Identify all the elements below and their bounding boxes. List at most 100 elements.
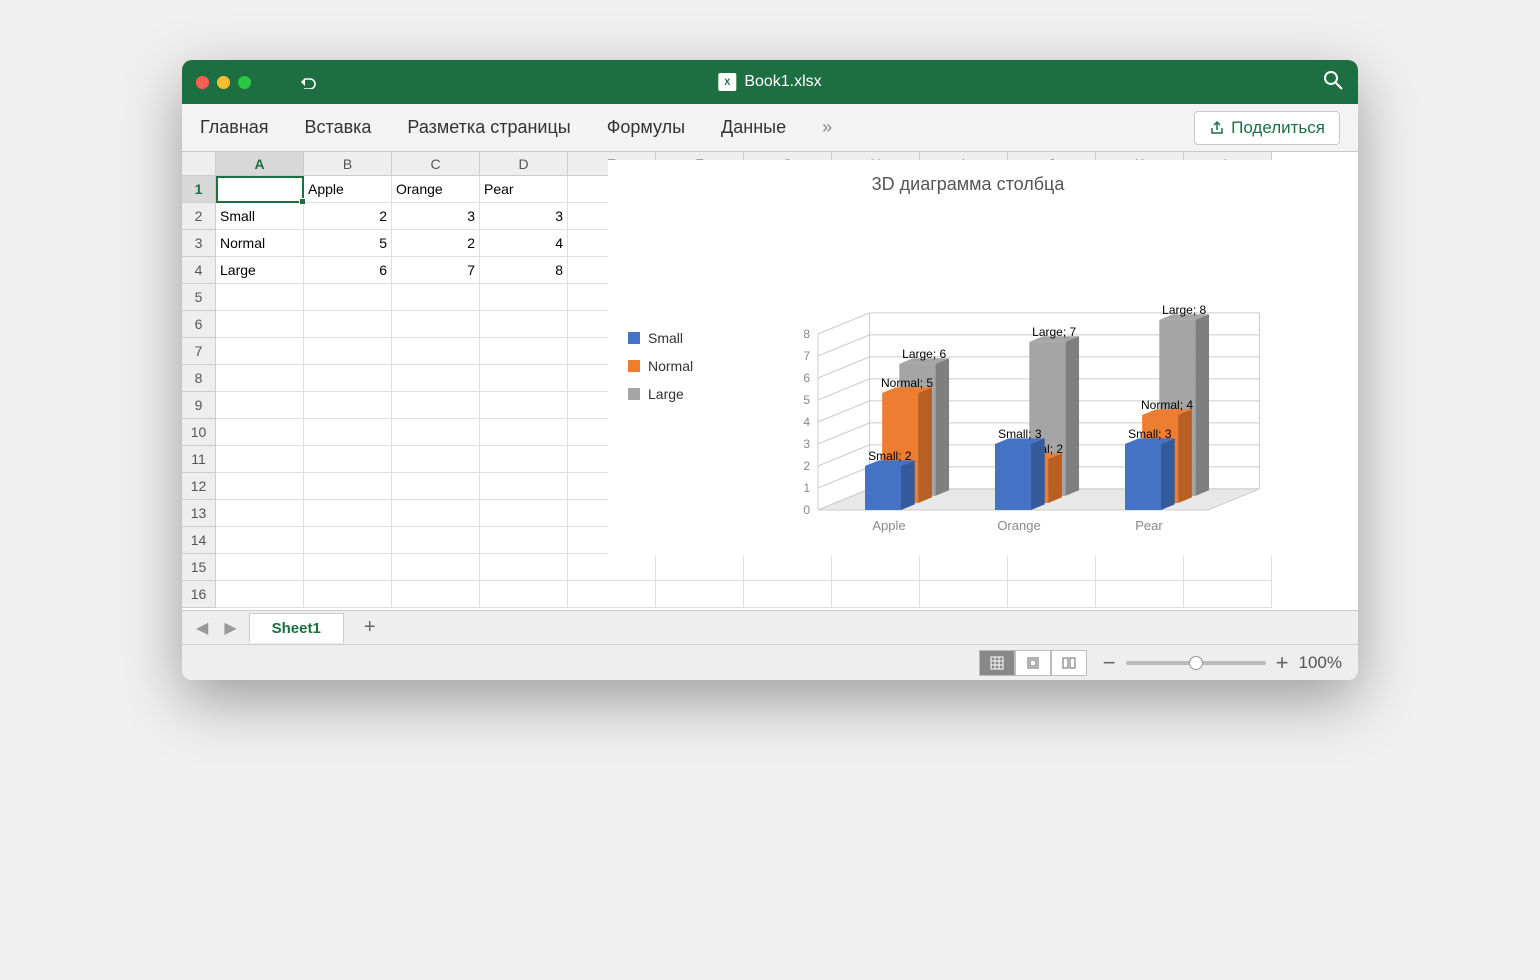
cell-A16[interactable]	[216, 581, 304, 608]
column-header-B[interactable]: B	[304, 152, 392, 176]
row-header-4[interactable]: 4	[182, 257, 216, 284]
cell-H16[interactable]	[832, 581, 920, 608]
cell-D8[interactable]	[480, 365, 568, 392]
cell-K15[interactable]	[1096, 554, 1184, 581]
cell-G15[interactable]	[744, 554, 832, 581]
cell-D1[interactable]: Pear	[480, 176, 568, 203]
column-header-A[interactable]: A	[216, 152, 304, 176]
cell-B8[interactable]	[304, 365, 392, 392]
sheet-nav-prev[interactable]: ◀	[192, 618, 212, 638]
cell-B15[interactable]	[304, 554, 392, 581]
cell-B10[interactable]	[304, 419, 392, 446]
row-header-10[interactable]: 10	[182, 419, 216, 446]
cell-B7[interactable]	[304, 338, 392, 365]
cell-C7[interactable]	[392, 338, 480, 365]
row-header-15[interactable]: 15	[182, 554, 216, 581]
fullscreen-icon[interactable]	[238, 76, 251, 89]
minimize-icon[interactable]	[217, 76, 230, 89]
cell-J16[interactable]	[1008, 581, 1096, 608]
cell-C10[interactable]	[392, 419, 480, 446]
add-sheet-button[interactable]: +	[352, 612, 388, 643]
cell-A10[interactable]	[216, 419, 304, 446]
cell-A14[interactable]	[216, 527, 304, 554]
cell-D9[interactable]	[480, 392, 568, 419]
select-all-corner[interactable]	[182, 152, 216, 176]
cell-C6[interactable]	[392, 311, 480, 338]
view-normal-button[interactable]	[979, 650, 1015, 676]
search-button[interactable]	[1322, 69, 1344, 96]
cell-A3[interactable]: Normal	[216, 230, 304, 257]
cell-L16[interactable]	[1184, 581, 1272, 608]
cell-D16[interactable]	[480, 581, 568, 608]
cell-F16[interactable]	[656, 581, 744, 608]
cell-D14[interactable]	[480, 527, 568, 554]
zoom-percent[interactable]: 100%	[1299, 653, 1342, 673]
cell-A4[interactable]: Large	[216, 257, 304, 284]
zoom-slider[interactable]	[1126, 661, 1266, 665]
cell-C5[interactable]	[392, 284, 480, 311]
row-header-3[interactable]: 3	[182, 230, 216, 257]
column-header-D[interactable]: D	[480, 152, 568, 176]
zoom-in-button[interactable]: +	[1276, 650, 1289, 676]
cell-C15[interactable]	[392, 554, 480, 581]
row-header-13[interactable]: 13	[182, 500, 216, 527]
cell-D4[interactable]: 8	[480, 257, 568, 284]
cell-A9[interactable]	[216, 392, 304, 419]
cell-A15[interactable]	[216, 554, 304, 581]
sheet-nav-next[interactable]: ▶	[220, 618, 240, 638]
cell-C11[interactable]	[392, 446, 480, 473]
cell-C13[interactable]	[392, 500, 480, 527]
zoom-out-button[interactable]: −	[1103, 650, 1116, 676]
cell-D5[interactable]	[480, 284, 568, 311]
cell-B2[interactable]: 2	[304, 203, 392, 230]
cell-C9[interactable]	[392, 392, 480, 419]
close-icon[interactable]	[196, 76, 209, 89]
share-button[interactable]: Поделиться	[1194, 111, 1340, 145]
cell-B1[interactable]: Apple	[304, 176, 392, 203]
tab-home[interactable]: Главная	[200, 117, 269, 138]
cell-A6[interactable]	[216, 311, 304, 338]
cell-C4[interactable]: 7	[392, 257, 480, 284]
cell-C12[interactable]	[392, 473, 480, 500]
cell-B13[interactable]	[304, 500, 392, 527]
cell-B3[interactable]: 5	[304, 230, 392, 257]
row-header-8[interactable]: 8	[182, 365, 216, 392]
cell-B16[interactable]	[304, 581, 392, 608]
row-header-12[interactable]: 12	[182, 473, 216, 500]
cell-A5[interactable]	[216, 284, 304, 311]
row-header-9[interactable]: 9	[182, 392, 216, 419]
cell-A12[interactable]	[216, 473, 304, 500]
cell-C3[interactable]: 2	[392, 230, 480, 257]
cell-D2[interactable]: 3	[480, 203, 568, 230]
cell-B14[interactable]	[304, 527, 392, 554]
cell-C2[interactable]: 3	[392, 203, 480, 230]
view-page-break-button[interactable]	[1051, 650, 1087, 676]
cell-D13[interactable]	[480, 500, 568, 527]
cell-A1[interactable]	[216, 176, 304, 203]
row-header-6[interactable]: 6	[182, 311, 216, 338]
row-header-7[interactable]: 7	[182, 338, 216, 365]
ribbon-more-icon[interactable]: »	[822, 117, 832, 138]
tab-insert[interactable]: Вставка	[305, 117, 372, 138]
view-page-layout-button[interactable]	[1015, 650, 1051, 676]
row-header-2[interactable]: 2	[182, 203, 216, 230]
spreadsheet-grid[interactable]: ABCDEFGHIJKL 12345678910111213141516 App…	[182, 152, 1358, 610]
column-header-C[interactable]: C	[392, 152, 480, 176]
cell-L15[interactable]	[1184, 554, 1272, 581]
cell-D10[interactable]	[480, 419, 568, 446]
cell-B11[interactable]	[304, 446, 392, 473]
row-header-16[interactable]: 16	[182, 581, 216, 608]
cell-D7[interactable]	[480, 338, 568, 365]
cell-H15[interactable]	[832, 554, 920, 581]
cell-K16[interactable]	[1096, 581, 1184, 608]
cell-B12[interactable]	[304, 473, 392, 500]
cell-D11[interactable]	[480, 446, 568, 473]
cell-B9[interactable]	[304, 392, 392, 419]
cell-B4[interactable]: 6	[304, 257, 392, 284]
cell-E16[interactable]	[568, 581, 656, 608]
cell-I15[interactable]	[920, 554, 1008, 581]
cell-A11[interactable]	[216, 446, 304, 473]
tab-formulas[interactable]: Формулы	[607, 117, 685, 138]
cell-D3[interactable]: 4	[480, 230, 568, 257]
sheet-tab[interactable]: Sheet1	[249, 613, 344, 643]
